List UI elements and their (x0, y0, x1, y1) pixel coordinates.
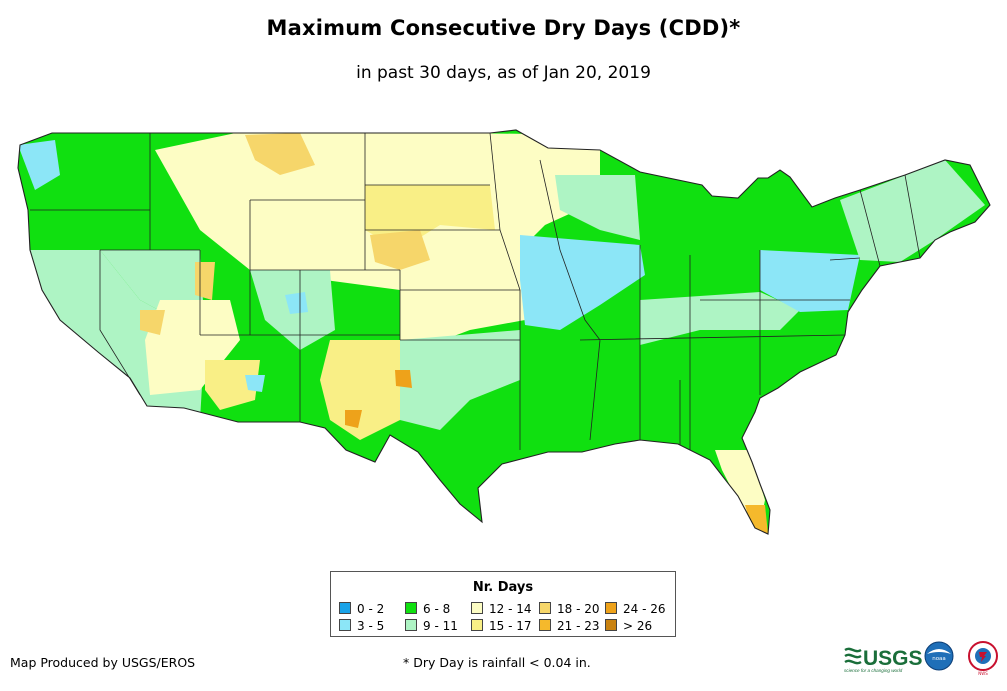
southwest-yellow-zone (145, 300, 240, 395)
usgs-wordmark: USGS (863, 647, 923, 670)
northeast-pale-zone (840, 160, 985, 262)
usgs-wave-icon (844, 647, 862, 665)
legend-item-24-26: 24 - 26 (605, 602, 666, 616)
new-mexico-orange-spots (345, 370, 412, 428)
western-state-lines (30, 133, 401, 422)
central-state-lines (365, 132, 521, 450)
nws-wordmark: NWS (978, 671, 988, 676)
noaa-logo: noaa (924, 641, 954, 671)
legend-swatch (339, 619, 351, 631)
legend-swatch (605, 619, 617, 631)
nws-logo: NWS (968, 641, 998, 676)
legend-swatch (405, 619, 417, 631)
legend: Nr. Days 0 - 2 3 - 5 6 - 8 9 - 11 12 - 1… (330, 571, 676, 637)
eastern-state-lines (539, 159, 921, 450)
map-credit: Map Produced by USGS/EROS (10, 655, 196, 670)
pacific-nw-blue-zone (18, 140, 60, 190)
legend-swatch (471, 619, 483, 631)
legend-item-3-5: 3 - 5 (339, 619, 384, 633)
arizona-tan-zone (205, 360, 260, 410)
appalachian-blue-zone (760, 250, 860, 312)
map-subtitle: in past 30 days, as of Jan 20, 2019 (356, 63, 651, 83)
legend-item-over-26: > 26 (605, 619, 652, 633)
legend-item-0-2: 0 - 2 (339, 602, 384, 616)
nebraska-orange-zone (370, 230, 430, 270)
noaa-seal-icon (924, 641, 954, 671)
legend-swatch (339, 602, 351, 614)
us-outline (17, 129, 991, 535)
legend-item-6-8: 6 - 8 (405, 602, 450, 616)
usgs-tagline: science for a changing world (844, 668, 903, 673)
legend-item-12-14: 12 - 14 (471, 602, 532, 616)
noaa-wordmark: noaa (932, 656, 946, 662)
usgs-logo: USGS science for a changing world (844, 647, 923, 673)
west-texas-pale-zone (400, 330, 520, 430)
michigan-pale-zone (555, 175, 640, 240)
montana-orange-zone (245, 133, 315, 175)
legend-item-18-20: 18 - 20 (539, 602, 600, 616)
nws-tornado-icon (979, 652, 987, 662)
legend-swatch (539, 619, 551, 631)
cdd-shading (18, 130, 990, 534)
legend-item-15-17: 15 - 17 (471, 619, 532, 633)
dry-day-footnote: * Dry Day is rainfall < 0.04 in. (403, 655, 591, 670)
legend-item-21-23: 21 - 23 (539, 619, 600, 633)
colorado-blue-spots (245, 292, 308, 392)
legend-item-9-11: 9 - 11 (405, 619, 458, 633)
nevada-orange-spots (140, 262, 215, 335)
state-borders (17, 129, 991, 535)
agency-logos: USGS science for a changing world noaa N… (844, 641, 998, 676)
midwest-blue-zone (520, 235, 645, 330)
legend-swatch (405, 602, 417, 614)
noaa-gull-icon (927, 649, 951, 654)
legend-swatch (539, 602, 551, 614)
south-florida-orange-zone (745, 505, 768, 534)
legend-swatch (471, 602, 483, 614)
legend-swatch (605, 602, 617, 614)
legend-title: Nr. Days (472, 580, 534, 595)
map-title: Maximum Consecutive Dry Days (CDD)* (266, 16, 741, 40)
